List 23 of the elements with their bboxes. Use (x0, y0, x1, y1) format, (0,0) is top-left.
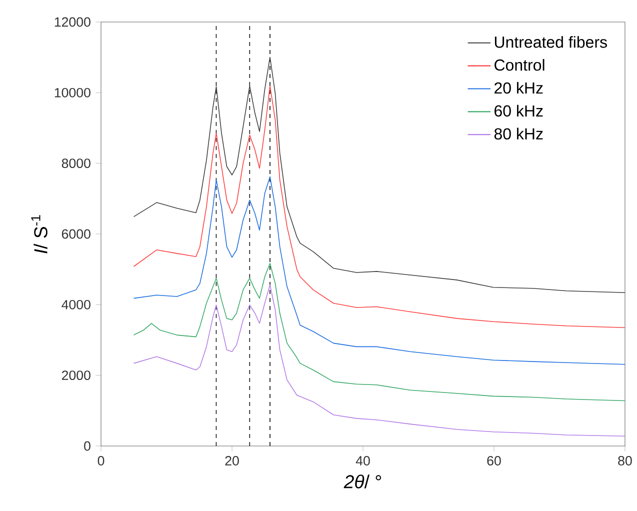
line-series (133, 176, 625, 365)
x-tick-label: 80 (618, 456, 632, 466)
legend-label: Untreated fibers (494, 36, 607, 48)
line-series (133, 56, 625, 294)
legend-label: 80 kHz (494, 128, 543, 140)
y-tick-label: 4000 (62, 300, 90, 310)
legend-label: Control (494, 59, 544, 71)
y-axis-title: I/ S$^{-1}$ (31, 215, 48, 254)
y-tick-label: 0 (84, 441, 90, 451)
y-tick-label: 8000 (62, 158, 90, 168)
y-tick-label: 6000 (62, 229, 90, 239)
x-axis-title: 2θ/ ° (344, 474, 382, 488)
x-tick-label: 60 (487, 456, 501, 466)
line-series (133, 284, 625, 436)
line-series (133, 262, 625, 402)
legend-label: 20 kHz (494, 82, 543, 94)
legend-label: 60 kHz (494, 104, 543, 117)
x-tick-label: 0 (98, 456, 104, 466)
y-tick-label: 12000 (54, 17, 90, 27)
x-tick-label: 40 (356, 456, 370, 466)
y-tick-label: 2000 (62, 370, 90, 380)
x-tick-label: 20 (225, 456, 239, 466)
y-tick-label: 10000 (54, 88, 90, 98)
